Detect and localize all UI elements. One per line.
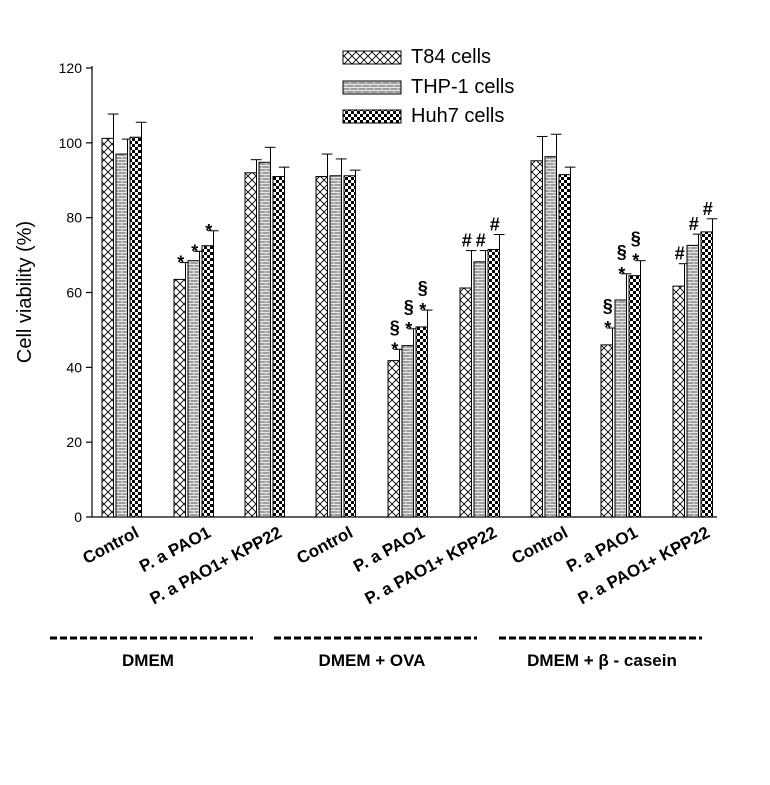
legend-swatch [342, 80, 402, 95]
bar-t84-cells [173, 278, 186, 518]
significance-hash: # [490, 215, 500, 235]
y-tick-label: 100 [59, 135, 83, 151]
significance-section: § [418, 278, 428, 298]
significance-star: * [191, 241, 198, 261]
significance-hash: # [703, 199, 713, 219]
bar-t84-cells [387, 360, 400, 518]
significance-star: * [632, 251, 639, 271]
y-tick-label: 20 [66, 434, 82, 450]
legend-label: THP-1 cells [411, 76, 514, 98]
significance-section: § [390, 317, 400, 337]
significance-star: * [177, 253, 184, 273]
significance-section: § [631, 229, 641, 249]
bar-thp-1-cells [187, 260, 200, 518]
bar-t84-cells [459, 287, 472, 518]
significance-star: * [419, 300, 426, 320]
significance-hash: # [476, 231, 486, 251]
y-tick-label: 40 [66, 359, 82, 375]
group-labels: DMEM DMEM + OVA DMEM + β - casein [50, 636, 702, 670]
bars-layer: **§#*§#**§#*§#**§#*§# [101, 113, 718, 518]
significance-hash: # [689, 214, 699, 234]
bar-huh7-cells [558, 174, 571, 518]
significance-hash: # [462, 231, 472, 251]
significance-hash: # [675, 244, 685, 264]
x-tick-label: Control [509, 523, 571, 568]
x-tick-label: P. a PAO1+ KPP22 [575, 523, 713, 608]
significance-star: * [205, 221, 212, 241]
legend: T84 cells THP-1 cells Huh7 cells [342, 46, 514, 127]
legend-swatch [342, 109, 402, 124]
bar-thp-1-cells [686, 244, 699, 518]
bar-thp-1-cells [614, 299, 627, 518]
bar-thp-1-cells [329, 175, 342, 518]
bar-t84-cells [101, 137, 114, 518]
x-tick-label: Control [294, 523, 356, 568]
bar-huh7-cells [487, 248, 500, 518]
significance-section: § [404, 297, 414, 317]
significance-star: * [405, 319, 412, 339]
bar-thp-1-cells [115, 153, 128, 518]
bar-huh7-cells [700, 231, 713, 518]
bar-huh7-cells [628, 275, 641, 518]
significance-star: * [618, 264, 625, 284]
y-tick-label: 60 [66, 285, 82, 301]
bar-t84-cells [600, 344, 613, 518]
x-tick-label: Control [80, 523, 142, 568]
legend-label: T84 cells [411, 46, 491, 68]
significance-section: § [603, 296, 613, 316]
bar-t84-cells [530, 160, 543, 518]
y-tick-label: 80 [66, 210, 82, 226]
significance-star: * [391, 339, 398, 359]
bar-t84-cells [672, 285, 685, 518]
bar-thp-1-cells [473, 261, 486, 518]
legend-label: Huh7 cells [411, 105, 504, 127]
bar-t84-cells [315, 176, 328, 518]
bar-huh7-cells [129, 136, 142, 518]
group-label: DMEM + OVA [319, 651, 426, 670]
x-tick-label: P. a PAO1+ KPP22 [147, 523, 285, 608]
y-axis-label: Cell viability (%) [14, 221, 36, 363]
bar-huh7-cells [415, 326, 428, 518]
bar-huh7-cells [343, 175, 356, 518]
legend-swatch [342, 50, 402, 65]
bar-huh7-cells [201, 245, 214, 518]
y-tick-label: 120 [59, 60, 83, 76]
group-label: DMEM + β - casein [527, 651, 677, 670]
bar-t84-cells [244, 172, 257, 518]
bar-thp-1-cells [258, 161, 271, 518]
significance-star: * [604, 318, 611, 338]
y-tick-label: 0 [74, 509, 82, 525]
bar-thp-1-cells [401, 345, 414, 518]
group-label: DMEM [122, 651, 174, 670]
bar-thp-1-cells [544, 156, 557, 518]
bar-huh7-cells [272, 176, 285, 518]
x-tick-label: P. a PAO1+ KPP22 [362, 523, 500, 608]
significance-section: § [617, 242, 627, 262]
